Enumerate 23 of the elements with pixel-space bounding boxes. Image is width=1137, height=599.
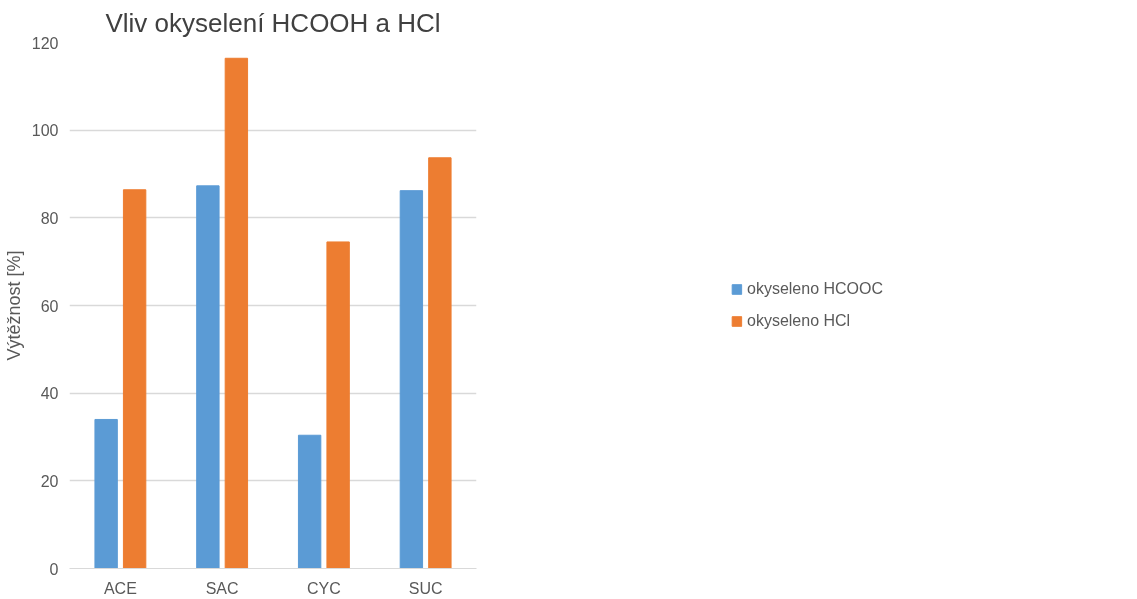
bar [399, 190, 424, 569]
bar [224, 57, 249, 569]
y-tick-label: 20 [40, 472, 59, 490]
bar [122, 189, 147, 569]
chart-title: Vliv okyselení HCOOH a HCl [105, 7, 441, 38]
x-tick-label: ACE [103, 579, 137, 597]
bar [428, 157, 452, 569]
y-tick-label: 80 [40, 209, 59, 227]
y-tick-label: 40 [40, 385, 59, 403]
x-tick-label: SUC [408, 579, 443, 597]
bar [297, 434, 322, 569]
bar [326, 241, 350, 569]
bar [196, 185, 220, 569]
y-tick-label: 120 [31, 34, 59, 52]
y-tick-label: 0 [49, 560, 59, 578]
y-tick-label: 60 [40, 297, 59, 315]
legend-label: okyseleno HCOOC [746, 280, 884, 298]
y-axis-title: Výtěžnost [%] [3, 250, 24, 361]
x-tick-label: SAC [205, 579, 239, 597]
legend-label: okyseleno HCl [746, 312, 851, 330]
x-tick-label: CYC [306, 579, 341, 597]
bar [94, 418, 118, 569]
y-tick-label: 100 [31, 122, 59, 140]
